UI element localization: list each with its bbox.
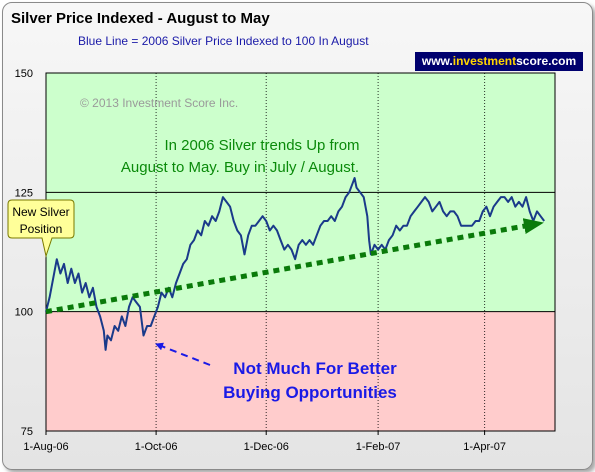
x-tick-label-0: 1-Aug-06 bbox=[23, 441, 68, 453]
trend-note-line1: In 2006 Silver trends Up from bbox=[164, 137, 359, 154]
x-tick-label-2: 1-Dec-06 bbox=[244, 441, 289, 453]
callout-line2: Position bbox=[20, 222, 63, 236]
trend-arrow bbox=[45, 218, 544, 315]
chart-title: Silver Price Indexed - August to May bbox=[11, 10, 270, 27]
x-tick-label-3: 1-Feb-07 bbox=[356, 441, 401, 453]
dip-arrow bbox=[155, 342, 211, 366]
chart-subtitle: Blue Line = 2006 Silver Price Indexed to… bbox=[78, 34, 369, 48]
band-1 bbox=[46, 311, 555, 431]
copyright-note: © 2013 Investment Score Inc. bbox=[80, 96, 238, 110]
website-badge: www.investmentscore.com bbox=[415, 52, 583, 71]
series-line-0 bbox=[45, 177, 545, 351]
x-tick-label-4: 1-Apr-07 bbox=[463, 441, 506, 453]
badge-prefix: www. bbox=[421, 54, 453, 68]
y-tick-label-75: 75 bbox=[21, 426, 33, 438]
y-tick-label-150: 150 bbox=[15, 68, 33, 80]
badge-suffix: score.com bbox=[516, 54, 577, 68]
callout-line1: New Silver bbox=[12, 205, 69, 219]
y-tick-label-125: 125 bbox=[15, 187, 33, 199]
trend-note-line2: August to May. Buy in July / August. bbox=[121, 159, 359, 176]
dip-note-line1: Not Much For Better bbox=[233, 359, 397, 378]
position-callout bbox=[7, 199, 75, 258]
y-tick-label-100: 100 bbox=[15, 307, 33, 319]
x-tick-label-1: 1-Oct-06 bbox=[135, 441, 178, 453]
dip-note-line2: Buying Opportunities bbox=[223, 383, 397, 402]
badge-highlight: investment bbox=[452, 54, 517, 68]
